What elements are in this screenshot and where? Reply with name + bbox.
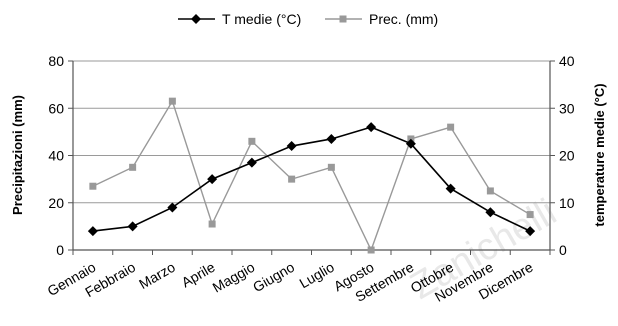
y-left-tick-label: 60 [48, 100, 64, 116]
legend-label: Prec. (mm) [369, 11, 438, 27]
data-point [167, 202, 178, 213]
data-point [248, 137, 256, 145]
data-point [447, 123, 455, 131]
data-point [207, 174, 218, 185]
y-left-tick-label: 20 [48, 195, 64, 211]
data-point [246, 157, 257, 168]
data-point [366, 122, 377, 133]
legend-label: T medie (°C) [222, 11, 301, 27]
y-axis-left-title: Precipitazioni (mm) [10, 95, 25, 215]
x-tick-label: Maggio [210, 259, 258, 296]
axes [68, 60, 555, 255]
legend-item-precipitation: Prec. (mm) [325, 11, 438, 27]
series-layer [87, 97, 536, 254]
gridlines [73, 60, 550, 204]
legend-item-temperature: T medie (°C) [178, 11, 301, 27]
data-point [288, 175, 296, 183]
y-right-tick-label: 20 [559, 148, 575, 164]
series-line [92, 126, 531, 232]
data-point [525, 226, 536, 237]
y-left-tick-label: 40 [48, 148, 64, 164]
legend: T medie (°C) Prec. (mm) [178, 11, 438, 27]
y-left-tick-label: 0 [56, 242, 64, 258]
y-left-tick-label: 80 [48, 53, 64, 69]
data-point [367, 246, 375, 254]
y-axis-right-title: temperature medie (°C) [592, 83, 607, 226]
data-point [486, 187, 494, 195]
data-point [286, 141, 297, 152]
y-right-tick-label: 10 [559, 195, 575, 211]
data-point [405, 138, 416, 149]
y-tick-labels: 0 20 40 60 80 0 10 20 30 40 [48, 53, 574, 258]
data-point [89, 182, 97, 190]
series-precipitation [89, 97, 534, 254]
x-tick-label: Luglio [297, 259, 338, 292]
data-point [191, 14, 201, 24]
data-point [326, 133, 337, 144]
data-point [526, 211, 534, 219]
data-point [327, 163, 335, 171]
data-point [127, 221, 138, 232]
data-point [339, 15, 347, 23]
data-point [129, 163, 137, 171]
data-point [485, 207, 496, 218]
data-point [87, 226, 98, 237]
series-line [92, 99, 531, 252]
y-right-tick-label: 40 [559, 53, 575, 69]
x-tick-label: Marzo [136, 259, 178, 292]
data-point [208, 220, 216, 228]
y-right-tick-label: 30 [559, 100, 575, 116]
y-right-tick-label: 0 [559, 242, 567, 258]
x-tick-label: Giugno [250, 259, 297, 296]
data-point [168, 97, 176, 105]
data-point [445, 183, 456, 194]
series-temperature [87, 122, 536, 237]
